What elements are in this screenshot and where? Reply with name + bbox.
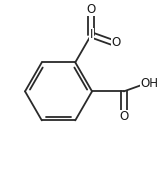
Text: I: I <box>89 28 93 41</box>
Text: O: O <box>111 36 120 49</box>
Text: O: O <box>87 3 96 16</box>
Text: OH: OH <box>141 77 159 90</box>
Text: O: O <box>119 110 128 123</box>
